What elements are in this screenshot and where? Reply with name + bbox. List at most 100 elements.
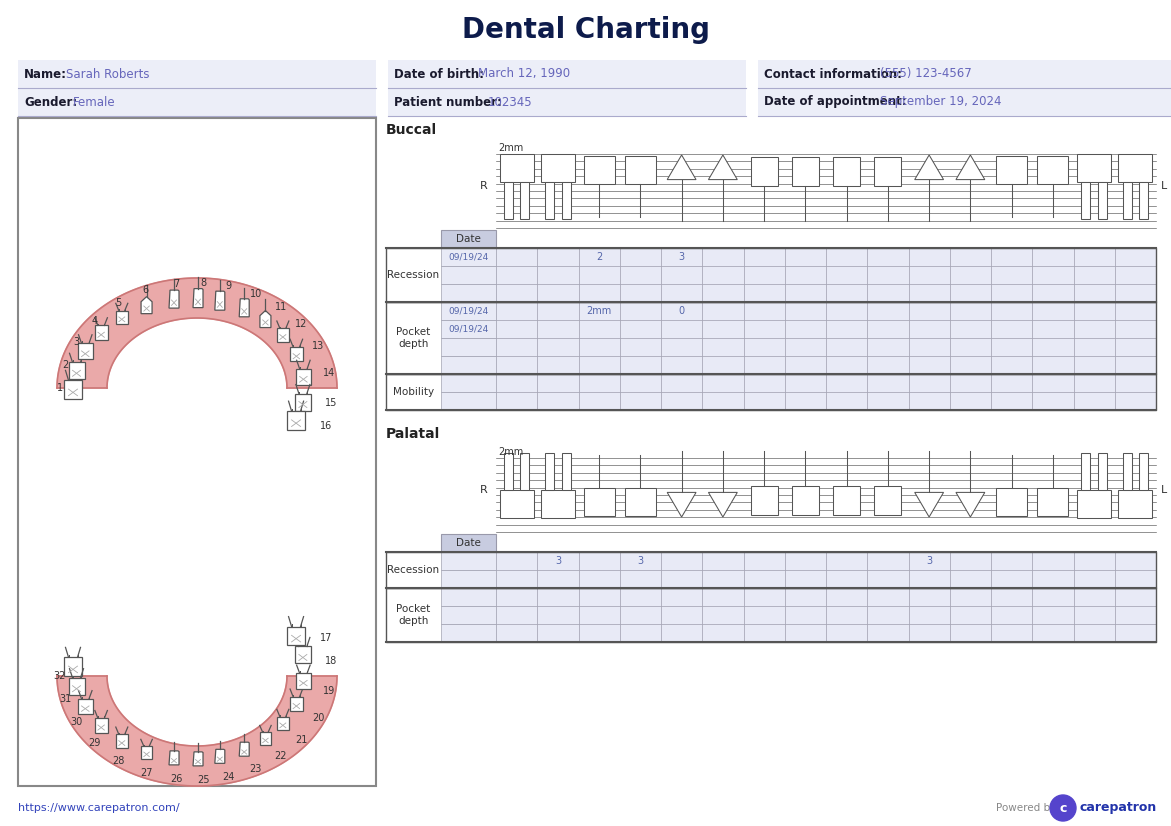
- Bar: [1115, 392, 1156, 410]
- Text: Patient number:: Patient number:: [393, 96, 502, 108]
- Bar: [909, 570, 950, 588]
- Bar: [744, 284, 785, 302]
- Text: L: L: [1160, 485, 1167, 495]
- Polygon shape: [276, 717, 289, 730]
- Bar: [441, 338, 497, 356]
- Bar: [785, 606, 826, 624]
- Bar: [1074, 356, 1115, 374]
- Bar: [785, 356, 826, 374]
- Bar: [868, 392, 909, 410]
- Bar: [1115, 338, 1156, 356]
- Bar: [1115, 320, 1156, 338]
- Bar: [826, 374, 868, 392]
- Bar: [18, 118, 376, 786]
- Bar: [909, 338, 950, 356]
- Bar: [826, 606, 868, 624]
- Polygon shape: [875, 487, 902, 515]
- Bar: [1074, 338, 1115, 356]
- Polygon shape: [193, 752, 203, 766]
- Text: Palatal: Palatal: [386, 427, 440, 441]
- Text: 8: 8: [200, 278, 207, 288]
- Text: 20: 20: [313, 713, 324, 723]
- Bar: [619, 248, 660, 266]
- Bar: [497, 392, 537, 410]
- Bar: [868, 570, 909, 588]
- Polygon shape: [504, 453, 513, 490]
- Bar: [660, 374, 703, 392]
- Bar: [868, 374, 909, 392]
- Text: 3: 3: [555, 556, 561, 566]
- Bar: [703, 338, 744, 356]
- Bar: [744, 570, 785, 588]
- Bar: [909, 266, 950, 284]
- Polygon shape: [520, 183, 529, 219]
- Polygon shape: [290, 347, 303, 361]
- Bar: [868, 624, 909, 642]
- Bar: [18, 60, 376, 88]
- Bar: [868, 248, 909, 266]
- Bar: [909, 284, 950, 302]
- Polygon shape: [915, 492, 944, 517]
- Bar: [1115, 302, 1156, 320]
- Polygon shape: [169, 290, 179, 308]
- Polygon shape: [1038, 156, 1068, 184]
- Text: Sarah Roberts: Sarah Roberts: [66, 68, 150, 80]
- Bar: [619, 356, 660, 374]
- Bar: [909, 624, 950, 642]
- Polygon shape: [169, 751, 179, 765]
- Bar: [868, 266, 909, 284]
- Polygon shape: [956, 492, 985, 517]
- Text: https://www.carepatron.com/: https://www.carepatron.com/: [18, 803, 179, 813]
- Bar: [1115, 248, 1156, 266]
- Text: L: L: [1160, 181, 1167, 191]
- Bar: [950, 248, 991, 266]
- Bar: [826, 356, 868, 374]
- Bar: [703, 588, 744, 606]
- Bar: [785, 570, 826, 588]
- Text: 17: 17: [320, 633, 331, 643]
- Bar: [537, 356, 578, 374]
- Polygon shape: [541, 490, 575, 518]
- Bar: [744, 266, 785, 284]
- Polygon shape: [57, 676, 337, 786]
- Bar: [1033, 392, 1074, 410]
- Polygon shape: [141, 746, 152, 759]
- Bar: [703, 374, 744, 392]
- Bar: [703, 320, 744, 338]
- Text: 31: 31: [59, 694, 71, 704]
- Bar: [537, 374, 578, 392]
- Polygon shape: [545, 183, 554, 219]
- Text: carepatron: carepatron: [1080, 801, 1157, 814]
- Bar: [619, 392, 660, 410]
- Bar: [826, 588, 868, 606]
- Text: March 12, 1990: March 12, 1990: [478, 68, 570, 80]
- Polygon shape: [276, 328, 289, 342]
- Polygon shape: [834, 487, 860, 515]
- Polygon shape: [625, 488, 656, 516]
- Bar: [1074, 320, 1115, 338]
- Bar: [497, 266, 537, 284]
- Bar: [660, 284, 703, 302]
- Polygon shape: [1118, 154, 1152, 183]
- Text: 26: 26: [171, 774, 183, 784]
- Text: 4: 4: [91, 316, 97, 325]
- Polygon shape: [290, 696, 303, 711]
- Text: Dental Charting: Dental Charting: [461, 16, 710, 44]
- Text: (555) 123-4567: (555) 123-4567: [879, 68, 972, 80]
- Bar: [497, 248, 537, 266]
- Bar: [578, 266, 619, 284]
- Polygon shape: [667, 492, 696, 517]
- Text: 19: 19: [322, 686, 335, 696]
- Bar: [660, 570, 703, 588]
- Bar: [619, 588, 660, 606]
- Text: 9: 9: [225, 281, 232, 291]
- Polygon shape: [562, 453, 570, 490]
- Polygon shape: [95, 325, 108, 339]
- Bar: [1033, 284, 1074, 302]
- Bar: [660, 302, 703, 320]
- Text: Name:: Name:: [23, 68, 67, 80]
- Bar: [619, 266, 660, 284]
- Text: 09/19/24: 09/19/24: [448, 306, 488, 316]
- Text: 23: 23: [249, 764, 262, 774]
- Bar: [744, 552, 785, 570]
